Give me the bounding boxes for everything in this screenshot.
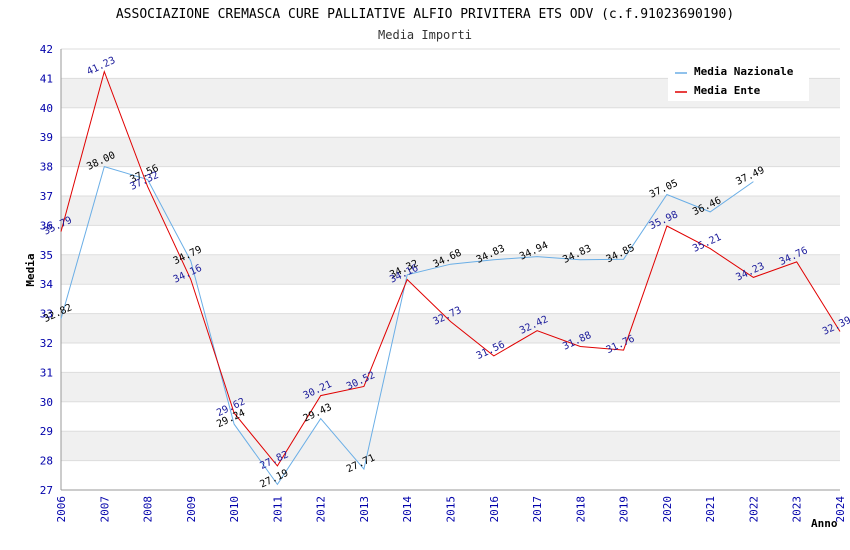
data-label: 35.21	[691, 232, 723, 255]
x-tick-label: 2008	[142, 496, 155, 523]
grid-lines	[61, 48, 840, 491]
legend: Media Nazionale Media Ente	[668, 60, 809, 101]
x-tick-labels: 2006 2007 2008 2009 2010 2011 2012 2013 2014 2015…	[55, 496, 847, 523]
data-label: 29.43	[302, 402, 334, 425]
chart-subtitle: Media Importi	[378, 28, 472, 42]
y-axis-label: Media	[24, 253, 37, 286]
legend-label-ente: Media Ente	[694, 84, 761, 97]
series-line-media-nazionale	[60, 165, 754, 486]
grid-band	[61, 196, 840, 226]
y-tick-label: 27	[40, 484, 53, 497]
legend-label-nazionale: Media Nazionale	[694, 65, 794, 78]
axes	[60, 49, 840, 491]
x-tick-label: 2013	[358, 496, 371, 523]
y-tick-label: 30	[40, 396, 53, 409]
y-tick-label: 34	[40, 278, 54, 291]
x-tick-label: 2018	[574, 496, 587, 523]
grid-bands	[61, 78, 840, 461]
series-line-media-ente	[60, 69, 841, 467]
series-lines	[60, 69, 841, 486]
data-label: 41.23	[85, 55, 117, 78]
y-tick-label: 35	[40, 249, 53, 262]
y-tick-label: 28	[40, 455, 53, 468]
x-tick-label: 2022	[747, 496, 760, 523]
x-tick-label: 2010	[228, 496, 241, 523]
y-tick-label: 29	[40, 425, 53, 438]
x-tick-label: 2020	[661, 496, 674, 523]
x-tick-label: 2019	[618, 496, 631, 523]
chart-title: ASSOCIAZIONE CREMASCA CURE PALLIATIVE AL…	[116, 7, 734, 22]
y-tick-label: 41	[40, 72, 53, 85]
y-tick-label: 42	[40, 43, 53, 56]
grid-band	[61, 137, 840, 167]
x-tick-label: 2012	[315, 496, 328, 523]
grid-band	[61, 372, 840, 402]
y-tick-label: 33	[40, 308, 53, 321]
x-tick-label: 2015	[445, 496, 458, 523]
x-tick-label: 2007	[98, 496, 111, 523]
data-label: 35.79	[42, 215, 74, 238]
x-tick-label: 2016	[488, 496, 501, 523]
x-tick-label: 2014	[401, 496, 414, 523]
x-tick-label: 2009	[185, 496, 198, 523]
grid-band	[61, 313, 840, 343]
grid-band	[61, 431, 840, 461]
y-tick-label: 40	[40, 102, 53, 115]
x-tick-label: 2011	[271, 496, 284, 523]
x-tick-label: 2023	[791, 496, 804, 523]
y-tick-label: 39	[40, 131, 53, 144]
y-tick-label: 38	[40, 161, 53, 174]
x-axis-label: Anno	[811, 517, 838, 530]
legend-box	[668, 60, 809, 101]
x-tick-label: 2006	[55, 496, 68, 523]
x-tick-label: 2021	[704, 496, 717, 523]
y-tick-label: 36	[40, 219, 53, 232]
y-tick-labels: 27 28 29 30 31 32 33 34 35 36 37 38 39 40 41 42	[40, 43, 54, 497]
y-tick-label: 31	[40, 366, 53, 379]
x-tick-label: 2017	[531, 496, 544, 523]
x-tick-label: 2024	[834, 496, 847, 523]
y-tick-label: 37	[40, 190, 53, 203]
y-tick-label: 32	[40, 337, 53, 350]
